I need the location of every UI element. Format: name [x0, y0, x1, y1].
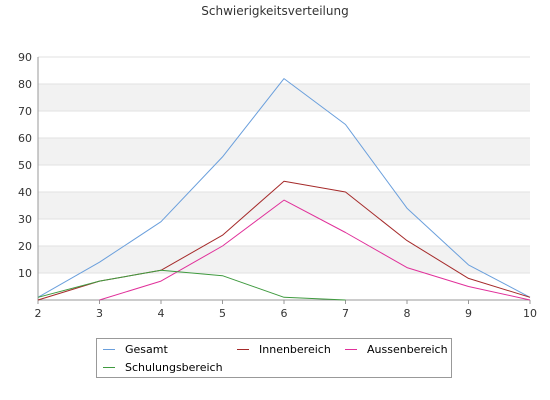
legend-swatch-innenbereich — [237, 349, 249, 350]
x-tick-label-8: 8 — [404, 307, 411, 320]
legend-label-aussenbereich: Aussenbereich — [367, 343, 448, 356]
legend-item-innenbereich: Innenbereich — [237, 343, 331, 356]
legend-swatch-gesamt — [103, 349, 115, 350]
y-tick-label-30: 30 — [18, 213, 32, 226]
grid-bands — [38, 56, 530, 274]
series-lines — [37, 78, 531, 301]
legend-item-gesamt: Gesamt — [103, 343, 168, 356]
series-line-schulungsbereich — [37, 269, 346, 301]
y-tick-label-50: 50 — [18, 159, 32, 172]
series-line-gesamt — [37, 78, 531, 298]
x-tick-label-10: 10 — [523, 307, 537, 320]
legend-item-aussenbereich: Aussenbereich — [345, 343, 448, 356]
y-tick-label-60: 60 — [18, 132, 32, 145]
grid-band — [38, 84, 530, 111]
legend-swatch-schulungsbereich — [103, 367, 115, 368]
legend-label-innenbereich: Innenbereich — [259, 343, 331, 356]
grid-band — [38, 138, 530, 165]
y-tick-label-20: 20 — [18, 240, 32, 253]
x-tick-label-6: 6 — [281, 307, 288, 320]
x-tick-label-3: 3 — [96, 307, 103, 320]
y-tick-label-70: 70 — [18, 105, 32, 118]
x-tick-label-9: 9 — [465, 307, 472, 320]
y-tick-label-10: 10 — [18, 267, 32, 280]
x-tick-label-2: 2 — [35, 307, 42, 320]
series-line-aussenbereich — [99, 199, 531, 301]
legend-item-schulungsbereich: Schulungsbereich — [103, 361, 223, 374]
x-tick-label-4: 4 — [158, 307, 165, 320]
y-tick-label-80: 80 — [18, 78, 32, 91]
legend: Gesamt Innenbereich Aussenbereich Schulu… — [96, 338, 452, 378]
x-tick-label-7: 7 — [342, 307, 349, 320]
legend-label-schulungsbereich: Schulungsbereich — [125, 361, 223, 374]
tick-labels: 10 20 30 40 50 60 70 80 90 2 3 4 5 6 7 8 9 10 — [18, 51, 537, 320]
legend-swatch-aussenbereich — [345, 349, 357, 350]
axes — [37, 57, 531, 304]
y-tick-label-90: 90 — [18, 51, 32, 64]
chart-title: Schwierigkeitsverteilung — [201, 4, 349, 18]
legend-label-gesamt: Gesamt — [125, 343, 168, 356]
y-tick-label-40: 40 — [18, 186, 32, 199]
grid-band — [38, 246, 530, 273]
x-tick-label-5: 5 — [219, 307, 226, 320]
grid-band — [38, 192, 530, 219]
